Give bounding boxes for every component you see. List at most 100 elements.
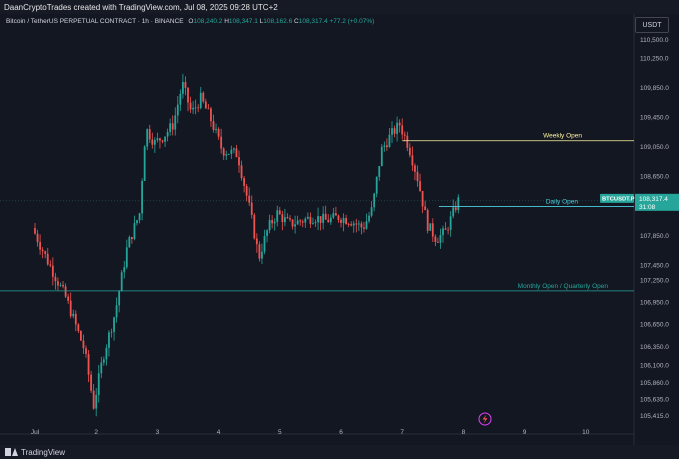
price-tag-bg [635, 193, 679, 211]
y-tick-label: 106,100.0 [640, 362, 669, 369]
x-tick-label: 3 [156, 429, 160, 436]
candle-body [54, 276, 57, 282]
candle-body [199, 92, 202, 108]
candle-body [342, 218, 345, 223]
candle-body [380, 146, 383, 167]
candle-body [426, 210, 429, 231]
candle-body [319, 216, 322, 223]
y-tick-label: 109,850.0 [640, 85, 669, 92]
candle-body [322, 213, 325, 223]
y-tick-label: 108,650.0 [640, 174, 669, 181]
y-tick-label: 105,415.0 [640, 413, 669, 420]
candle-body [238, 157, 240, 166]
candle-body [419, 181, 421, 192]
symbol-title[interactable]: Bitcoin / TetherUS PERPETUAL CONTRACT · … [6, 18, 184, 25]
candle-body [258, 244, 261, 259]
candle-body [166, 131, 169, 137]
candle-body [386, 145, 388, 148]
x-tick-label: 7 [400, 429, 404, 436]
candle-body [299, 220, 302, 222]
x-tick-label: 6 [339, 429, 343, 436]
candle-body [281, 214, 284, 223]
candle-body [431, 223, 434, 237]
candle-body [294, 224, 296, 227]
candle-body [454, 207, 457, 211]
candle-body [439, 235, 442, 243]
candle-body [327, 219, 330, 223]
candle-body [46, 253, 49, 265]
candle-body [184, 82, 187, 88]
candle-body [304, 218, 307, 223]
candle-body [434, 236, 437, 242]
candle-body [141, 180, 143, 214]
candle-body [235, 148, 238, 158]
candle-body [393, 128, 396, 134]
candle-body [289, 218, 291, 220]
change-value: +77.2 (+0.07%) [329, 18, 375, 25]
candle-body [442, 228, 444, 236]
candle-body [271, 220, 274, 224]
candle-body [197, 107, 200, 109]
candle-body [276, 210, 279, 222]
candle-body [138, 213, 141, 221]
y-tick-label: 109,050.0 [640, 144, 669, 151]
candle-body [248, 195, 251, 203]
lightning-icon[interactable] [478, 412, 492, 426]
y-tick-label: 106,350.0 [640, 344, 669, 351]
candle-body [90, 374, 92, 391]
y-tick-label: 106,950.0 [640, 299, 669, 306]
candle-body [217, 128, 220, 137]
candle-body [62, 284, 64, 287]
candle-body [457, 197, 460, 211]
levels: Weekly Open Daily Open Monthly Open / Quar… [0, 133, 634, 292]
candle-body [220, 136, 223, 149]
candle-body [278, 210, 281, 215]
candle-body [373, 193, 376, 208]
candle-body [233, 148, 235, 150]
candle-body [340, 219, 342, 223]
y-tick-label: 110,250.0 [640, 55, 669, 62]
price-axis-bg [634, 14, 679, 445]
candle-body [169, 123, 172, 132]
candle-body [36, 233, 39, 243]
low-label: L [259, 18, 264, 25]
candle-body [312, 223, 314, 224]
chart-area[interactable]: Weekly Open Daily Open Monthly Open / Quar… [0, 14, 679, 445]
tradingview-logo[interactable]: TradingView [5, 448, 65, 457]
candle-body [329, 217, 332, 223]
tradingview-icon [5, 448, 18, 456]
candle-body [194, 107, 197, 109]
x-tick-label: 2 [94, 429, 98, 436]
candle-body [255, 238, 258, 245]
candle-body [363, 227, 365, 229]
candle-body [378, 166, 381, 177]
candle-body [437, 241, 439, 243]
candle-body [87, 353, 90, 375]
candle-body [113, 317, 115, 332]
candle-body [39, 242, 41, 250]
candle-body [110, 331, 113, 333]
candle-body [444, 228, 447, 230]
candle-body [317, 216, 319, 223]
candle-body [240, 165, 243, 179]
candle-body [97, 373, 100, 395]
candle-body [148, 129, 151, 140]
candle-body [80, 330, 82, 341]
candle-body [64, 286, 67, 297]
candle-body [95, 394, 98, 409]
candle-body [100, 362, 103, 374]
candle-body [215, 128, 217, 130]
candle-body [243, 178, 245, 186]
candle-body [332, 213, 335, 218]
candle-body [360, 223, 363, 228]
price-chart[interactable]: Weekly Open Daily Open Monthly Open / Quar… [0, 14, 679, 445]
brand-name: TradingView [21, 447, 66, 457]
close-value: 108,317.4 [298, 18, 328, 25]
candle-body [301, 221, 304, 223]
candle-body [133, 223, 136, 239]
candle-body [335, 213, 337, 216]
candle-body [449, 216, 452, 230]
candle-body [261, 251, 263, 259]
candle-body [253, 214, 256, 239]
currency-button[interactable]: USDT [635, 17, 669, 33]
